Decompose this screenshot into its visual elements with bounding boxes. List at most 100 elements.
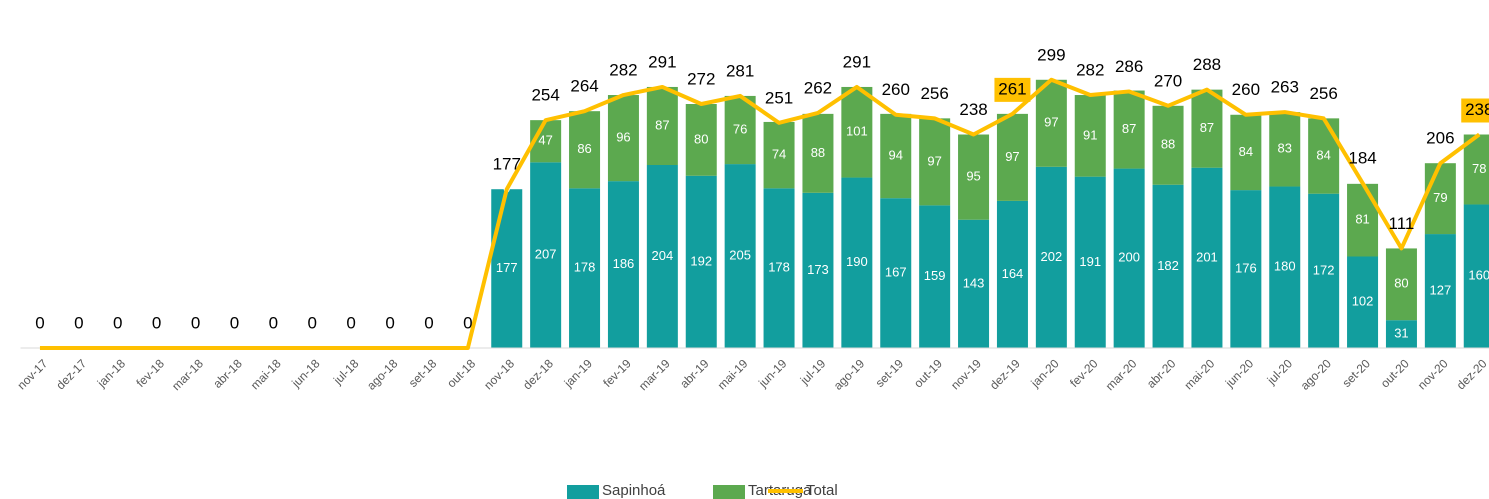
segment-label: 88: [811, 145, 825, 160]
total-label: 184: [1348, 148, 1376, 167]
bar-segment: [1191, 167, 1223, 348]
legend-swatch: [567, 485, 599, 499]
x-tick-label: jul-18: [330, 356, 362, 388]
bar-segment: [996, 200, 1028, 348]
segment-label: 101: [846, 124, 868, 139]
total-label: 263: [1271, 78, 1299, 97]
segment-label: 173: [807, 262, 829, 277]
x-tick-label: nov-19: [948, 356, 984, 392]
x-tick-label: ago-19: [831, 356, 868, 393]
segment-label: 205: [729, 247, 751, 262]
label-highlight: [994, 77, 1031, 102]
segment-label: 186: [613, 256, 635, 271]
bar-segment: [569, 111, 601, 189]
bar-segment: [1152, 105, 1184, 185]
segment-label: 180: [1274, 259, 1296, 274]
legend-label: Total: [806, 482, 838, 499]
bar-segment: [1308, 193, 1340, 348]
x-tick-label: mai-20: [1181, 356, 1217, 392]
segment-label: 167: [885, 265, 907, 280]
x-tick-label: mai-19: [715, 356, 751, 392]
bar-segment: [1308, 118, 1340, 194]
segment-label: 177: [496, 260, 518, 275]
segment-label: 78: [1472, 161, 1486, 176]
x-tick-label: dez-20: [1454, 356, 1489, 392]
bar-segment: [841, 177, 873, 348]
x-tick-label: mar-19: [636, 356, 673, 393]
label-highlight: [1461, 98, 1489, 123]
bar-segment: [1074, 95, 1106, 177]
total-label: 0: [463, 313, 472, 332]
bar-segment: [646, 165, 678, 348]
bar-segment: [1230, 114, 1262, 191]
total-label: 238: [959, 100, 987, 119]
segment-label: 96: [616, 130, 630, 145]
segment-label: 97: [1044, 115, 1058, 130]
total-label: 272: [687, 69, 715, 88]
total-label: 286: [1115, 57, 1143, 76]
segment-label: 47: [538, 133, 552, 148]
segment-label: 160: [1468, 268, 1489, 283]
x-tick-label: abr-18: [210, 356, 245, 391]
x-tick-label: mar-20: [1103, 356, 1140, 393]
bar-segment: [919, 118, 951, 206]
total-label: 262: [804, 78, 832, 97]
segment-label: 191: [1079, 254, 1101, 269]
x-tick-label: jun-18: [288, 356, 322, 390]
segment-label: 83: [1278, 141, 1292, 156]
total-label: 0: [74, 313, 83, 332]
segment-label: 84: [1239, 144, 1253, 159]
bar-segment: [1035, 166, 1067, 348]
x-tick-label: set-20: [1339, 356, 1373, 390]
x-tick-label: mai-18: [248, 356, 284, 392]
segment-label: 97: [1005, 149, 1019, 164]
total-line: [39, 77, 1481, 350]
segment-label: 87: [1122, 121, 1136, 136]
bar-segment: [569, 188, 601, 348]
total-label: 260: [1232, 80, 1260, 99]
segment-label: 200: [1118, 250, 1140, 265]
total-label: 206: [1426, 129, 1454, 148]
segment-label: 178: [574, 260, 596, 275]
x-tick-label: dez-19: [987, 356, 1023, 392]
legend-swatch: [713, 485, 745, 499]
bar-segment: [1424, 234, 1456, 348]
bar-segment: [958, 219, 990, 348]
segment-label: 74: [772, 147, 786, 162]
total-label: 111: [1389, 214, 1415, 233]
total-label: 291: [648, 52, 676, 71]
x-tick-label: set-18: [406, 356, 440, 390]
segment-label: 190: [846, 254, 868, 269]
segment-label: 81: [1355, 212, 1369, 227]
bar-segment: [958, 134, 990, 220]
x-tick-label: jul-20: [1264, 356, 1296, 388]
bar-segment: [1424, 163, 1456, 235]
total-label: 0: [385, 313, 394, 332]
x-tick-label: jun-19: [755, 356, 789, 390]
bar-segment: [607, 95, 639, 182]
total-label: 0: [346, 313, 355, 332]
segment-label: 204: [651, 248, 673, 263]
bar-segment: [1191, 89, 1223, 168]
segment-label: 87: [1200, 120, 1214, 135]
segment-label: 97: [927, 153, 941, 168]
total-label: 0: [152, 313, 161, 332]
bar-segment: [1385, 248, 1417, 321]
bar-segment: [685, 104, 717, 176]
bar-segment: [763, 188, 795, 348]
bar-segment: [1035, 79, 1067, 167]
bar-segment: [996, 113, 1028, 201]
segment-label: 202: [1040, 249, 1062, 264]
total-label: 281: [726, 61, 754, 80]
total-label: 282: [1076, 61, 1104, 80]
segment-label: 182: [1157, 258, 1179, 273]
x-tick-label: nov-20: [1415, 356, 1451, 392]
segment-label: 143: [963, 275, 985, 290]
x-tick-label: ago-20: [1298, 356, 1335, 393]
x-tick-label: mar-18: [169, 356, 206, 393]
total-label: 251: [765, 88, 793, 107]
bar-segment: [530, 162, 562, 348]
segment-label: 87: [655, 117, 669, 132]
bar-segment: [1385, 320, 1417, 348]
bar-segment: [724, 95, 756, 165]
